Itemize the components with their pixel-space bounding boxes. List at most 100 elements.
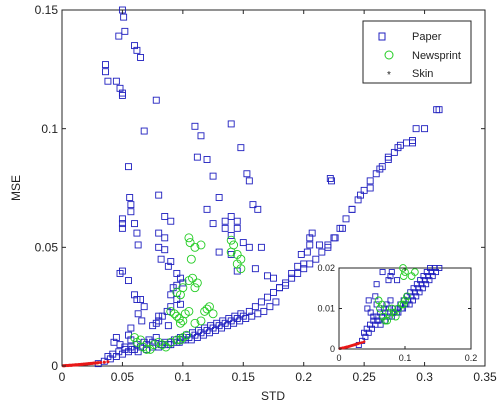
legend-entry-paper: Paper <box>378 31 442 43</box>
main-point-skin <box>102 360 106 364</box>
legend-entry-skin: * Skin <box>387 68 433 81</box>
main-point-paper <box>233 217 241 225</box>
inset-x-tick-label: 0.2 <box>465 353 478 363</box>
inset-point-newsprint <box>389 308 398 317</box>
inset-point-newsprint <box>379 312 388 321</box>
main-point-paper <box>324 243 332 251</box>
main-point-paper <box>152 319 160 327</box>
main-point-paper <box>272 298 280 306</box>
main-point-paper <box>394 144 402 152</box>
main-point-newsprint <box>132 337 142 347</box>
inset-point-paper <box>392 305 399 312</box>
inset-point-newsprint <box>401 296 409 305</box>
main-point-paper <box>155 317 163 325</box>
main-point-paper <box>288 274 296 282</box>
legend: Paper Newsprint * Skin <box>362 20 472 84</box>
main-point-paper <box>131 42 138 50</box>
main-point-paper <box>203 205 211 213</box>
main-point-paper <box>254 205 262 213</box>
main-point-paper <box>112 77 120 85</box>
main-point-paper <box>118 91 126 99</box>
main-point-newsprint <box>172 311 182 321</box>
main-point-newsprint <box>184 306 194 316</box>
main-point-paper <box>102 68 109 76</box>
inset-point-paper <box>364 305 371 312</box>
inset-point-skin <box>362 340 366 344</box>
inset-point-paper <box>385 277 392 284</box>
main-point-newsprint <box>192 278 202 288</box>
main-point-newsprint <box>184 276 194 286</box>
legend-entry-newsprint: Newsprint <box>384 50 461 62</box>
main-point-paper <box>161 246 169 254</box>
main-point-paper <box>145 336 153 344</box>
main-point-paper <box>378 163 386 171</box>
main-point-paper <box>131 291 138 299</box>
inset-plot-frame <box>338 267 472 350</box>
main-point-paper <box>266 303 274 311</box>
main-point-paper <box>155 229 163 237</box>
main-point-paper <box>282 281 290 289</box>
main-point-newsprint <box>186 254 196 264</box>
main-point-paper <box>193 153 201 161</box>
inset-point-newsprint <box>399 300 408 309</box>
inset-point-paper <box>387 297 394 304</box>
main-point-paper <box>249 201 257 209</box>
inset-point-paper <box>377 321 384 328</box>
inset-point-paper <box>369 325 376 332</box>
main-point-newsprint <box>196 240 206 250</box>
inset-point-paper <box>385 305 392 312</box>
main-point-paper <box>149 338 157 346</box>
inset-point-paper <box>394 277 401 284</box>
main-point-newsprint <box>172 335 182 345</box>
main-point-newsprint <box>175 290 185 300</box>
main-x-tick-label: 0.35 <box>473 370 497 384</box>
main-point-paper <box>357 191 364 199</box>
main-point-paper <box>326 175 334 182</box>
main-point-paper <box>372 170 380 178</box>
main-point-paper <box>227 120 235 128</box>
main-point-paper <box>176 300 184 308</box>
inset-point-newsprint <box>385 308 394 317</box>
main-point-paper <box>245 307 253 315</box>
inset-x-tick-label: 0 <box>336 353 341 363</box>
main-point-newsprint <box>169 309 179 319</box>
inset-point-paper <box>408 293 415 300</box>
main-point-paper <box>312 255 320 263</box>
inset-point-paper <box>382 309 389 316</box>
main-point-paper <box>134 241 142 249</box>
main-point-paper <box>348 205 356 213</box>
inset-point-paper <box>405 297 412 304</box>
inset-point-paper <box>365 297 372 304</box>
inset-point-paper <box>423 281 430 288</box>
main-point-paper <box>173 269 181 277</box>
inset-point-paper <box>431 265 438 272</box>
inset-point-paper <box>374 317 381 324</box>
inset-point-paper <box>413 293 420 300</box>
inset-y-tick-label: 0 <box>330 344 335 354</box>
inset-point-paper <box>395 309 402 316</box>
inset-point-paper <box>416 289 423 296</box>
main-axis-ticks: 0 0.05 0.1 0.15 0.2 0.25 0.3 0.35 0 0.05 0.1 0.15 <box>35 3 497 384</box>
main-point-newsprint <box>236 264 246 274</box>
main-point-newsprint <box>190 283 200 293</box>
main-point-paper <box>338 224 346 232</box>
main-point-paper <box>116 269 124 277</box>
main-point-paper <box>140 127 148 135</box>
main-point-paper <box>133 296 141 303</box>
inset-x-tick-label: 0.1 <box>399 353 412 363</box>
inset-point-paper <box>417 277 424 284</box>
inset-point-newsprint <box>381 316 390 325</box>
main-point-paper <box>127 324 135 332</box>
inset-point-paper <box>413 281 420 288</box>
main-point-paper <box>288 269 296 277</box>
main-point-skin <box>99 360 103 365</box>
main-point-newsprint <box>200 306 210 316</box>
inset-point-newsprint <box>399 264 407 272</box>
inset-point-newsprint <box>378 300 386 309</box>
inset-point-paper <box>409 297 416 304</box>
main-point-paper <box>264 293 271 301</box>
inset-point-newsprint <box>391 312 400 321</box>
main-point-newsprint <box>149 340 159 350</box>
main-point-paper <box>239 312 247 320</box>
main-point-paper <box>127 208 135 216</box>
